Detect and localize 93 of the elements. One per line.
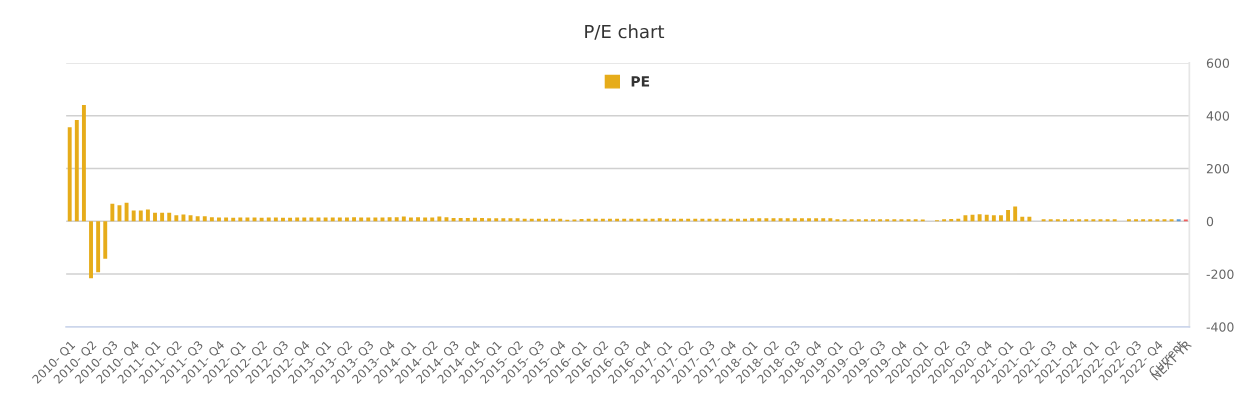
bar: [785, 218, 790, 222]
bar: [1070, 219, 1074, 222]
bar: [1141, 219, 1146, 222]
bar: [131, 210, 136, 222]
bar: [195, 216, 200, 222]
y-tick-label: 400: [1206, 111, 1230, 121]
bar: [281, 217, 285, 222]
bar: [259, 217, 264, 222]
bar: [856, 219, 861, 222]
legend-label: PE: [631, 76, 650, 87]
bar: [103, 221, 108, 259]
bar: [778, 218, 783, 222]
bar: [1048, 219, 1053, 222]
bar: [828, 218, 833, 222]
bar: [871, 219, 875, 222]
bar: [1084, 219, 1089, 222]
bar: [387, 217, 392, 222]
bar: [167, 212, 172, 222]
bar: [885, 219, 890, 222]
bar: [465, 218, 470, 222]
bar: [1169, 219, 1174, 222]
bar: [394, 217, 399, 222]
bar: [999, 215, 1003, 222]
bar: [96, 221, 101, 273]
y-tick-label: 0: [1206, 216, 1214, 227]
bar: [821, 218, 826, 222]
bar: [124, 202, 129, 222]
bar: [913, 219, 918, 222]
bar: [110, 203, 115, 222]
bar: [1112, 219, 1117, 222]
bar: [1155, 219, 1160, 222]
bar: [231, 217, 236, 222]
y-tick-label: -400: [1206, 322, 1234, 332]
bar: [288, 217, 293, 222]
bar: [757, 218, 762, 222]
bar: [153, 212, 157, 222]
bar: [984, 214, 989, 222]
y-tick-label: -200: [1206, 269, 1234, 279]
y-tick-label: 200: [1206, 163, 1230, 174]
bar: [416, 217, 420, 222]
y-tick-label: 600: [1206, 58, 1230, 68]
bar: [657, 218, 662, 222]
bar: [508, 218, 513, 222]
bar: [1091, 219, 1096, 222]
bar: [181, 214, 186, 222]
bar: [1148, 219, 1153, 222]
bar: [487, 218, 492, 222]
bar: [1055, 219, 1060, 222]
bar: [892, 219, 897, 222]
bar: [764, 218, 769, 222]
bar: [1077, 219, 1082, 222]
bar: [480, 218, 484, 222]
bar: [814, 218, 819, 222]
bar: [160, 212, 165, 222]
bar: [81, 104, 86, 222]
bar: [89, 221, 93, 279]
bar: [750, 218, 755, 222]
bar: [842, 219, 847, 222]
bar: [878, 219, 883, 222]
bar: [209, 217, 214, 222]
bar: [515, 218, 520, 222]
bar: [138, 210, 143, 222]
bar: [202, 216, 207, 222]
bar: [472, 217, 477, 222]
bar: [807, 218, 811, 222]
bar: [1105, 219, 1110, 222]
bar: [1176, 219, 1181, 222]
bar: [977, 214, 982, 222]
bar: [1062, 219, 1067, 222]
bar: [494, 218, 499, 222]
bar: [67, 127, 72, 222]
bar: [188, 215, 193, 222]
bar: [1006, 209, 1011, 222]
bar: [1126, 219, 1131, 222]
bar: [942, 219, 947, 222]
bar: [74, 119, 79, 222]
bar: [174, 215, 179, 222]
bar: [352, 217, 357, 222]
bar: [1013, 206, 1018, 222]
bar: [1134, 219, 1138, 222]
bar: [145, 209, 150, 222]
bar: [963, 215, 968, 222]
bar: [991, 215, 996, 222]
bar: [501, 218, 506, 222]
bar: [799, 218, 804, 222]
bar: [458, 218, 463, 222]
bar: [1041, 219, 1046, 222]
bar: [849, 219, 854, 222]
bar: [792, 218, 797, 222]
bar: [863, 219, 868, 222]
bar: [451, 218, 456, 222]
chart-title: P/E chart: [585, 24, 665, 40]
bar: [899, 219, 904, 222]
